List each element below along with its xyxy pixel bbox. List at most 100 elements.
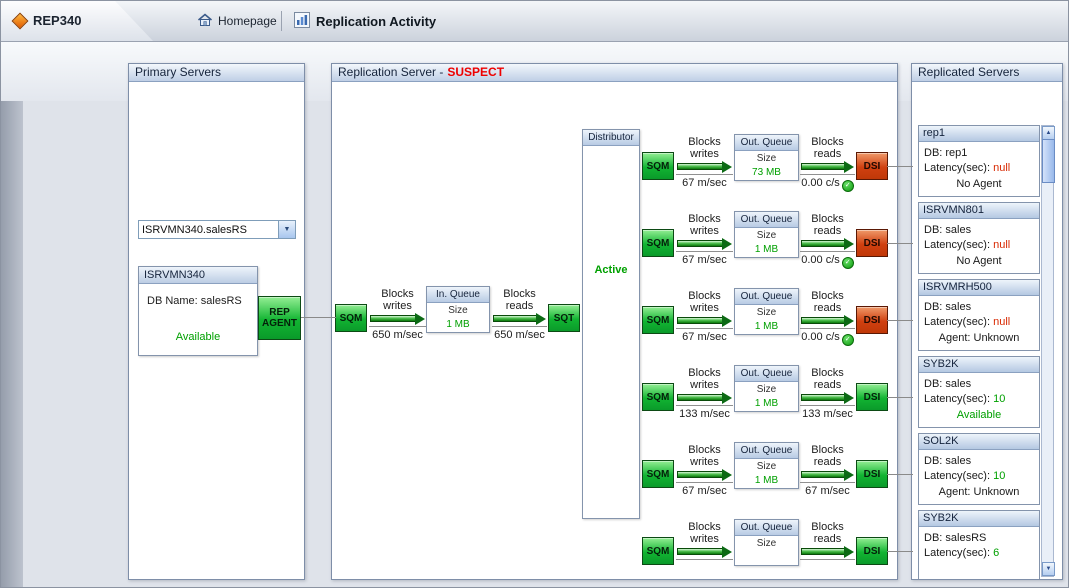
sqm-box[interactable]: SQM bbox=[642, 229, 674, 257]
replicated-server-name[interactable]: rep1 bbox=[919, 126, 1039, 142]
sqm-box[interactable]: SQM bbox=[642, 460, 674, 488]
primary-panel-title: Primary Servers bbox=[129, 64, 304, 82]
replicated-server-name[interactable]: ISRVMRH500 bbox=[919, 280, 1039, 296]
replicated-panel-title: Replicated Servers bbox=[912, 64, 1062, 82]
queue-size-value: 1 MB bbox=[754, 321, 779, 332]
queue-title: Out. Queue bbox=[735, 212, 798, 228]
chevron-down-icon[interactable]: ▼ bbox=[278, 221, 295, 238]
out-queue-box[interactable]: Out. Queue Size 73 MB bbox=[734, 134, 799, 181]
blocks-reads-label2: reads bbox=[813, 533, 842, 545]
inbound-flow: SQM Blocks writes 650 m/sec In. Queue Si… bbox=[332, 286, 895, 352]
blocks-writes-label2: writes bbox=[690, 302, 719, 314]
flow-arrow-icon bbox=[677, 391, 732, 404]
dsi-box[interactable]: DSI bbox=[856, 460, 888, 488]
app-title: REP340 bbox=[33, 13, 82, 28]
dsi-box[interactable]: DSI bbox=[856, 229, 888, 257]
scroll-up-button[interactable]: ▲ bbox=[1042, 126, 1055, 140]
blocks-writes-label2: writes bbox=[690, 148, 719, 160]
replicated-server-item[interactable]: rep1 DB: rep1 Latency(sec): null No Agen… bbox=[918, 125, 1040, 197]
latency-label: Latency(sec): bbox=[924, 547, 991, 559]
ok-check-icon: ✓ bbox=[841, 334, 854, 346]
sqm-box[interactable]: SQM bbox=[642, 383, 674, 411]
replication-flow-row: SQM Blocks writes 133 m/sec Out. Queue S… bbox=[332, 365, 895, 431]
replicated-server-name[interactable]: SOL2K bbox=[919, 434, 1039, 450]
dsi-box[interactable]: DSI bbox=[856, 152, 888, 180]
primary-server-db-label: DB Name: salesRS bbox=[147, 295, 242, 307]
server-db-label: DB: sales bbox=[924, 378, 972, 390]
replication-flow-row: SQM Blocks writes 67 m/sec Out. Queue Si… bbox=[332, 288, 895, 354]
latency-value: 10 bbox=[993, 393, 1006, 405]
replicated-server-name[interactable]: SYB2K bbox=[919, 511, 1039, 527]
scrollbar-thumb[interactable] bbox=[1042, 139, 1055, 183]
queue-size-value: 1 MB bbox=[446, 319, 470, 330]
flow-arrow-icon bbox=[677, 237, 732, 250]
blocks-writes-group: Blocks writes 133 m/sec bbox=[676, 367, 733, 421]
flow-arrow-icon bbox=[677, 545, 732, 558]
scrollbar[interactable]: ▲ ▼ bbox=[1041, 125, 1055, 577]
blocks-reads-label2: reads bbox=[813, 302, 842, 314]
flow-arrow-icon bbox=[493, 312, 546, 325]
scroll-down-button[interactable]: ▼ bbox=[1042, 562, 1055, 576]
queue-size-value: 1 MB bbox=[754, 244, 779, 255]
homepage-link[interactable]: Homepage bbox=[197, 10, 277, 32]
latency-value: 6 bbox=[993, 547, 1000, 559]
ok-check-icon: ✓ bbox=[841, 257, 854, 269]
blocks-reads-group: Blocks reads 650 m/sec bbox=[492, 288, 547, 342]
dsi-box[interactable]: DSI bbox=[856, 383, 888, 411]
replicated-server-name[interactable]: ISRVMN801 bbox=[919, 203, 1039, 219]
repagent-connector-line bbox=[301, 317, 336, 318]
homepage-label: Homepage bbox=[218, 14, 277, 28]
blocks-reads-value: 67 m/sec bbox=[805, 485, 850, 497]
replicated-server-item[interactable]: SYB2K DB: salesRS Latency(sec): 6 bbox=[918, 510, 1040, 579]
server-db-label: DB: salesRS bbox=[924, 532, 987, 544]
sqm-box[interactable]: SQM bbox=[335, 304, 367, 332]
out-queue-box[interactable]: Out. Queue Size 1 MB bbox=[734, 442, 799, 489]
sqm-box[interactable]: SQM bbox=[642, 152, 674, 180]
in-queue-box[interactable]: In. Queue Size 1 MB bbox=[426, 286, 490, 333]
flow-arrow-icon bbox=[677, 160, 732, 173]
replication-server-panel: Replication Server - SUSPECT SQM Blocks w… bbox=[331, 63, 898, 580]
replicated-server-item[interactable]: SYB2K DB: sales Latency(sec): 10 Availab… bbox=[918, 356, 1040, 428]
queue-size-label: Size bbox=[756, 461, 777, 472]
replication-flow-row: SQM Blocks writes 67 m/sec Out. Queue Si… bbox=[332, 134, 895, 200]
blocks-reads-value: 133 m/sec bbox=[802, 408, 853, 420]
server-db-label: DB: sales bbox=[924, 301, 972, 313]
latency-label: Latency(sec): bbox=[924, 470, 991, 482]
replication-activity-tab[interactable]: Replication Activity bbox=[294, 9, 436, 33]
blocks-reads-label: Blocks bbox=[811, 367, 844, 379]
flow-arrow-icon bbox=[677, 314, 732, 327]
replicated-server-item[interactable]: ISRVMRH500 DB: sales Latency(sec): null … bbox=[918, 279, 1040, 351]
out-queue-box[interactable]: Out. Queue Size bbox=[734, 519, 799, 566]
blocks-reads-label2: reads bbox=[813, 456, 842, 468]
primary-server-select[interactable]: ISRVMN340.salesRS ▼ bbox=[138, 220, 296, 239]
replicated-server-item[interactable]: ISRVMN801 DB: sales Latency(sec): null N… bbox=[918, 202, 1040, 274]
latency-label: Latency(sec): bbox=[924, 162, 991, 174]
queue-title: Out. Queue bbox=[735, 135, 798, 151]
blocks-writes-group: Blocks writes 67 m/sec bbox=[676, 290, 733, 344]
sqt-box[interactable]: SQT bbox=[548, 304, 580, 332]
primary-server-box[interactable]: ISRVMN340 DB Name: salesRS Available bbox=[138, 266, 258, 356]
server-db-label: DB: sales bbox=[924, 224, 972, 236]
out-queue-box[interactable]: Out. Queue Size 1 MB bbox=[734, 365, 799, 412]
blocks-reads-value: 0.00 c/s bbox=[801, 177, 840, 189]
blocks-writes-label2: writes bbox=[383, 300, 412, 312]
dsi-box[interactable]: DSI bbox=[856, 306, 888, 334]
home-icon bbox=[197, 12, 213, 31]
out-queue-box[interactable]: Out. Queue Size 1 MB bbox=[734, 211, 799, 258]
blocks-writes-label: Blocks bbox=[688, 444, 721, 456]
dsi-connector-line bbox=[887, 397, 913, 398]
agent-status: No Agent bbox=[956, 255, 1002, 267]
agent-status: Agent: Unknown bbox=[938, 332, 1020, 344]
replicated-server-item[interactable]: SOL2K DB: sales Latency(sec): 10 Agent: … bbox=[918, 433, 1040, 505]
sqm-box[interactable]: SQM bbox=[642, 537, 674, 565]
blocks-reads-label: Blocks bbox=[811, 521, 844, 533]
distributor-box[interactable]: Distributor Active bbox=[582, 129, 640, 519]
latency-value: null bbox=[993, 162, 1011, 174]
left-strip bbox=[1, 101, 23, 587]
out-queue-box[interactable]: Out. Queue Size 1 MB bbox=[734, 288, 799, 335]
rep-agent-box[interactable]: REP AGENT bbox=[258, 296, 301, 340]
replicated-server-name[interactable]: SYB2K bbox=[919, 357, 1039, 373]
sqm-box[interactable]: SQM bbox=[642, 306, 674, 334]
dsi-box[interactable]: DSI bbox=[856, 537, 888, 565]
